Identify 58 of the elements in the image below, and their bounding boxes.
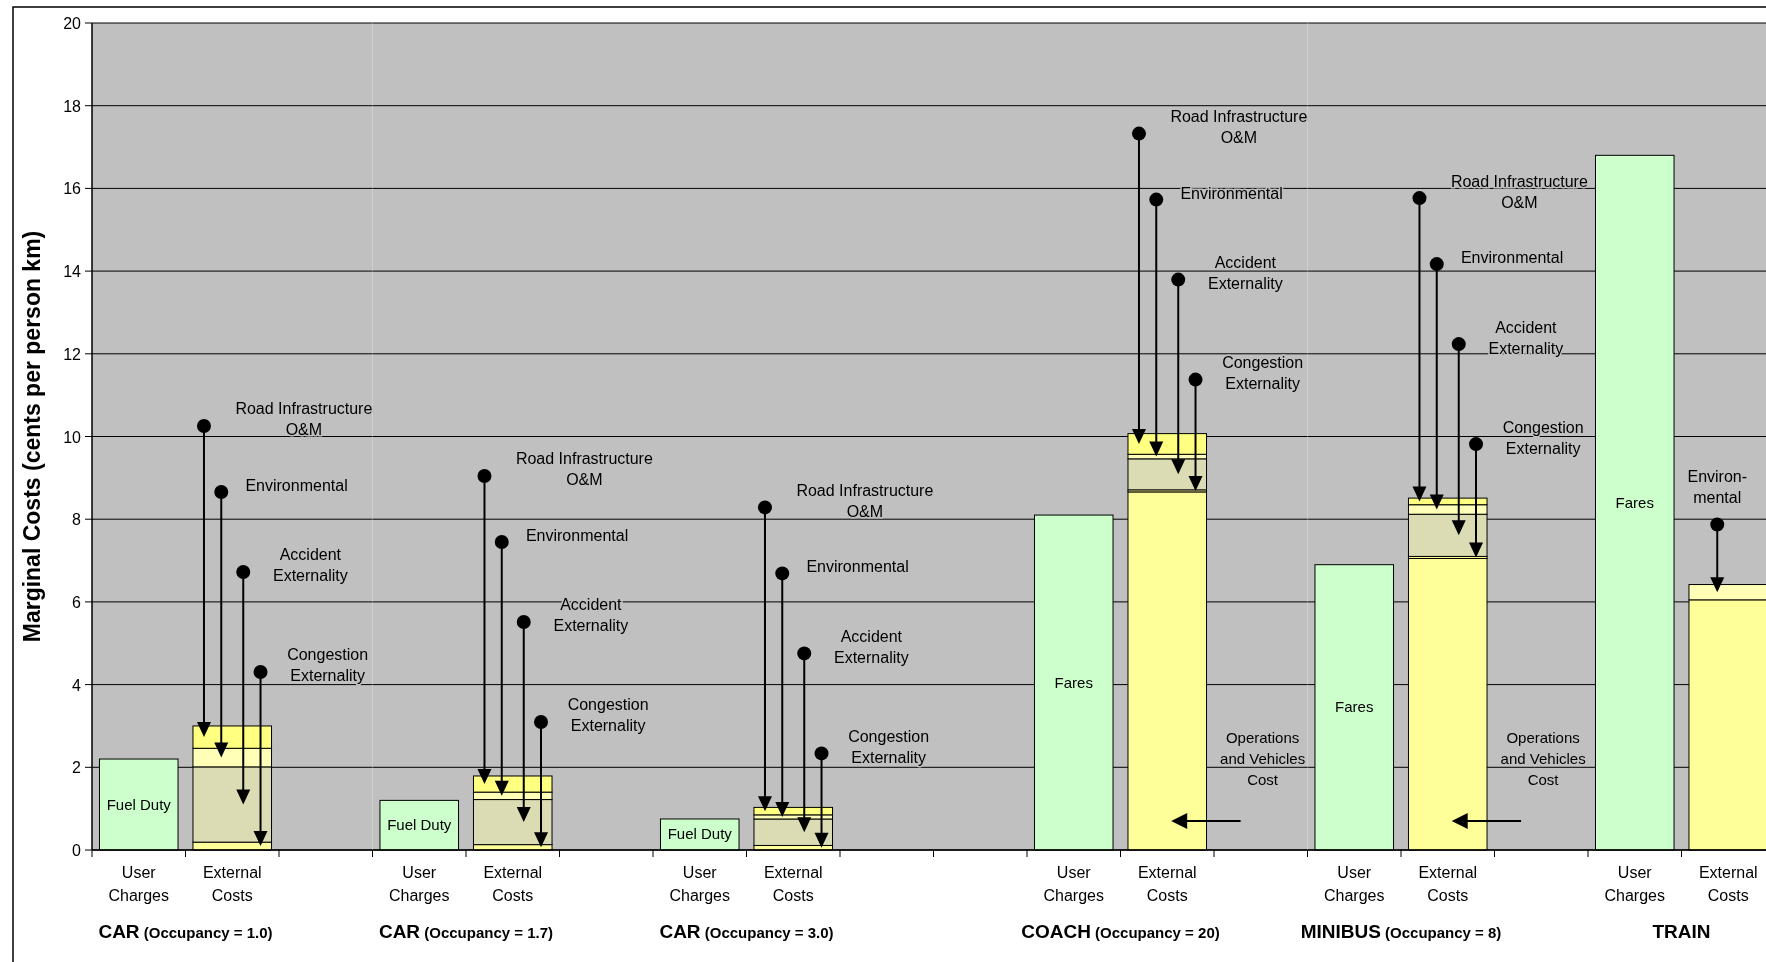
annotation: Environmental [806,558,909,576]
annotation: Environmental [1180,184,1283,202]
y-tick-label: 12 [63,345,82,363]
x-tick-label: External Costs [763,864,823,904]
annotation: Accident Externality [1488,318,1564,357]
x-axis-title: CAR (Occupancy = 3.0) [659,921,834,942]
y-axis-title: Marginal Costs (cents per person km) [19,230,45,643]
x-tick-label: User Charges [669,864,730,904]
annotation: Road Infrastructure O&M [515,450,653,489]
y-tick-label: 8 [72,511,82,529]
x-tick-label: External Costs [202,864,262,904]
x-axis-title: COACH (Occupancy = 20) [1021,921,1220,942]
x-axis-title: CAR (Occupancy = 1.0) [98,921,273,942]
series-label: Fuel Duty [667,825,733,843]
y-tick-label: 0 [72,842,82,859]
annotation: Environ-mental [1687,467,1748,506]
x-tick-label: External Costs [1137,864,1197,904]
annotation: Congestion Externality [1222,354,1304,393]
x-axis-title: TRAIN [1652,921,1711,942]
annotation: Operations and Vehicles Cost [1220,729,1306,788]
annotation: Road Infrastructure O&M [1170,108,1308,147]
series-label: Fuel Duty [106,795,172,813]
x-axis-title: MINIBUS (Occupancy = 8) [1300,921,1502,942]
x-tick-label: User Charges [108,864,169,904]
annotation: Congestion Externality [848,727,930,766]
x-axis-title: CAR (Occupancy = 1.7) [378,921,554,942]
annotation: Congestion Externality [1502,418,1584,457]
y-tick-label: 2 [72,759,82,777]
x-tick-label: User Charges [1043,864,1104,904]
x-tick-label: User Charges [1604,864,1665,904]
annotation: Environmental [1460,249,1564,267]
y-tick-label: 4 [72,676,82,694]
annotation: Congestion Externality [287,646,369,685]
annotation: Accident Externality [833,627,909,666]
annotation: Environmental [245,476,348,494]
y-tick-label: 18 [63,97,82,115]
series-label: Fares [1335,698,1374,716]
y-tick-label: 6 [72,593,82,611]
series-label: Fuel Duty [387,816,452,834]
annotation: Accident Externality [272,546,348,585]
series-label: Fares [1054,673,1093,691]
annotation: Accident Externality [1207,254,1283,293]
annotation: Environmental [525,526,629,544]
y-tick-label: 10 [63,428,82,446]
y-tick-label: 16 [63,180,82,198]
y-tick-label: 20 [63,15,82,32]
x-tick-label: External Costs [1698,864,1758,904]
annotation: Road Infrastructure O&M [235,400,373,439]
x-tick-label: User Charges [1324,864,1385,904]
annotation: Road Infrastructure O&M [1450,172,1588,211]
x-tick-label: External Costs [483,864,543,904]
x-tick-label: External Costs [1418,864,1478,904]
annotation: Road Infrastructure O&M [796,481,934,520]
series-label: Fares [1615,493,1654,511]
annotation: Congestion Externality [567,696,649,735]
x-tick-label: User Charges [389,864,450,904]
annotation: Operations and Vehicles Cost [1500,729,1586,788]
y-tick-label: 14 [63,263,82,281]
